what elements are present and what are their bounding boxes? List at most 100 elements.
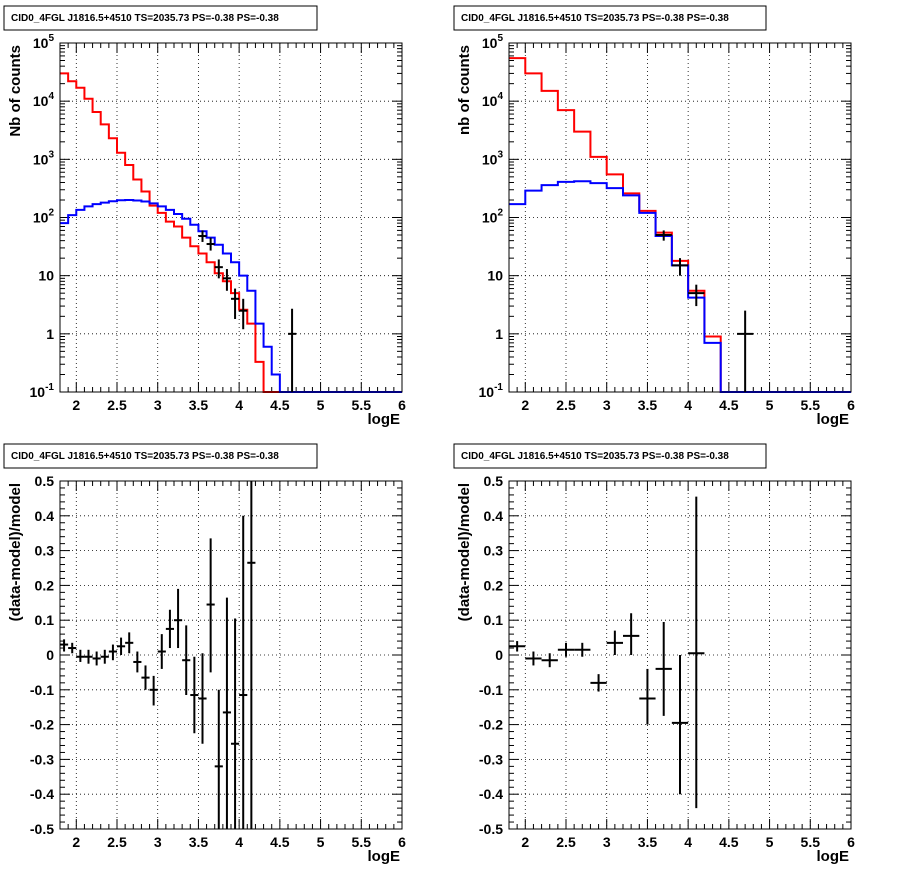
data-point xyxy=(239,515,248,829)
data-point xyxy=(190,656,199,734)
data-point xyxy=(737,310,754,392)
chart-panel-2: CID0_4FGL J1816.5+4510 TS=2035.73 PS=-0.… xyxy=(453,5,855,428)
x-tick-label: 5 xyxy=(766,834,774,850)
x-tick-label: 3 xyxy=(154,834,162,850)
chart-panel-1: CID0_4FGL J1816.5+4510 TS=2035.73 PS=-0.… xyxy=(3,5,406,428)
y-tick-label: 0.3 xyxy=(484,543,504,559)
data-point xyxy=(149,675,158,706)
data-point xyxy=(133,651,142,673)
y-axis-label: Nb of counts xyxy=(7,45,24,137)
y-axis-label: nb of counts xyxy=(456,45,473,135)
x-tick-label: 4.5 xyxy=(270,834,290,850)
x-tick-label: 5 xyxy=(317,397,325,413)
y-tick-label: 0.1 xyxy=(35,612,55,628)
plot-data xyxy=(509,57,851,393)
x-tick-label: 2.5 xyxy=(556,834,576,850)
grid xyxy=(60,480,403,830)
y-tick-label: 1 xyxy=(495,326,503,342)
y-tick-label: -0.3 xyxy=(479,751,503,767)
data-point xyxy=(60,639,69,652)
data-point xyxy=(688,284,705,307)
x-tick-label: 2.5 xyxy=(107,834,127,850)
data-point xyxy=(108,644,117,661)
y-tick-label: 0.2 xyxy=(35,577,55,593)
title-box xyxy=(453,443,767,469)
y-tick-label: -0.1 xyxy=(30,682,54,698)
x-tick-label: 4 xyxy=(684,834,692,850)
data-point xyxy=(525,651,542,666)
x-tick-label: 5.5 xyxy=(352,397,372,413)
y-tick-label: -0.5 xyxy=(479,821,503,837)
x-tick-label: 5.5 xyxy=(801,834,821,850)
x-tick-label: 2 xyxy=(521,397,529,413)
x-tick-label: 4 xyxy=(235,397,243,413)
y-axis-label: (data-model)/model xyxy=(456,483,473,621)
plot-frame xyxy=(508,42,852,393)
plot-frame xyxy=(59,42,403,393)
data-point xyxy=(76,649,85,662)
data-point xyxy=(206,538,215,673)
plot-data xyxy=(509,496,705,809)
data-point xyxy=(68,642,77,654)
chart-panel-4: CID0_4FGL J1816.5+4510 TS=2035.73 PS=-0.… xyxy=(453,443,855,865)
chart-title: CID0_4FGL J1816.5+4510 TS=2035.73 PS=-0.… xyxy=(11,451,279,462)
data-point xyxy=(117,637,126,655)
y-tick-label: -0.2 xyxy=(30,717,54,733)
y-tick-label: 0 xyxy=(495,647,503,663)
plot-data xyxy=(60,481,256,829)
title-box xyxy=(453,5,767,31)
y-tick-label: 105 xyxy=(482,33,504,51)
x-tick-label: 3.5 xyxy=(189,397,209,413)
y-tick-label: -0.2 xyxy=(479,717,503,733)
x-tick-label: 6 xyxy=(847,834,855,850)
series-step-1 xyxy=(509,180,851,393)
data-point xyxy=(623,613,640,655)
x-tick-label: 2 xyxy=(521,834,529,850)
data-point xyxy=(141,665,150,690)
x-tick-label: 3.5 xyxy=(189,834,209,850)
y-tick-label: -0.4 xyxy=(479,786,503,802)
y-tick-label: 0.5 xyxy=(35,473,55,489)
data-point xyxy=(231,618,240,829)
y-tick-label: 103 xyxy=(482,149,504,167)
x-tick-label: 5.5 xyxy=(801,397,821,413)
y-tick-label: 10 xyxy=(38,268,54,284)
x-axis-label: logE xyxy=(817,848,850,865)
x-tick-label: 4 xyxy=(235,834,243,850)
data-point xyxy=(590,674,607,692)
data-point xyxy=(165,609,174,649)
y-tick-label: 10 xyxy=(487,268,503,284)
chart-title: CID0_4FGL J1816.5+4510 TS=2035.73 PS=-0.… xyxy=(461,13,729,24)
series-step-0 xyxy=(60,72,402,393)
y-tick-label: -0.4 xyxy=(30,786,54,802)
data-point xyxy=(688,496,705,809)
plot-frame xyxy=(508,480,852,830)
data-point xyxy=(100,649,109,664)
y-tick-label: 103 xyxy=(33,149,55,167)
y-tick-label: 0 xyxy=(46,647,54,663)
data-point xyxy=(574,642,591,657)
x-tick-label: 6 xyxy=(847,397,855,413)
data-point xyxy=(222,269,231,291)
x-tick-label: 4.5 xyxy=(719,834,739,850)
x-tick-label: 6 xyxy=(398,397,406,413)
plot-frame xyxy=(59,480,403,830)
data-point xyxy=(606,630,623,655)
data-point xyxy=(198,230,207,242)
y-axis-label: (data-model)/model xyxy=(7,483,24,621)
data-point xyxy=(198,653,207,744)
y-tick-label: -0.5 xyxy=(30,821,54,837)
series-step-1 xyxy=(60,198,402,393)
y-tick-label: 10-1 xyxy=(479,382,504,400)
x-tick-label: 4 xyxy=(684,397,692,413)
data-point xyxy=(671,655,689,795)
x-tick-label: 3.5 xyxy=(638,834,658,850)
title-box xyxy=(3,443,318,469)
chart-panel-3: CID0_4FGL J1816.5+4510 TS=2035.73 PS=-0.… xyxy=(3,443,406,865)
data-point xyxy=(206,237,215,251)
data-point xyxy=(214,689,223,829)
data-point xyxy=(231,288,240,319)
data-point xyxy=(655,230,672,241)
x-tick-label: 3 xyxy=(603,397,611,413)
